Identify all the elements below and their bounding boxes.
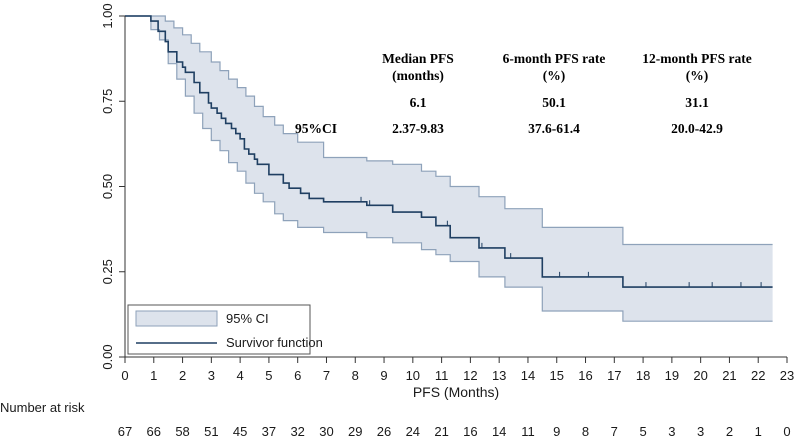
risk-value-5: 37 [262,424,276,438]
ci-band [125,16,773,322]
x-tick-label-3: 3 [208,368,215,383]
x-tick-label-7: 7 [323,368,330,383]
legend-band-swatch [135,310,218,327]
y-tick-label-3: 0.75 [100,89,115,114]
y-tick-label-2: 0.50 [100,174,115,199]
risk-value-8: 29 [348,424,362,438]
risk-value-9: 26 [377,424,391,438]
risk-table-label: Number at risk [0,400,85,415]
x-tick-label-22: 22 [751,368,765,383]
x-tick-label-0: 0 [121,368,128,383]
risk-value-3: 51 [204,424,218,438]
ci-row-label: 95%CI [295,121,337,136]
x-tick-label-2: 2 [179,368,186,383]
rate12-value: 31.1 [685,95,709,110]
x-tick-label-5: 5 [265,368,272,383]
x-tick-label-6: 6 [294,368,301,383]
rate6-ci: 37.6-61.4 [528,121,580,136]
risk-value-0: 67 [118,424,132,438]
rate12-ci: 20.0-42.9 [671,121,723,136]
risk-value-15: 9 [553,424,560,438]
risk-value-19: 3 [668,424,675,438]
x-tick-label-23: 23 [780,368,794,383]
risk-value-7: 30 [319,424,333,438]
censor-marks [360,196,762,288]
risk-value-21: 2 [726,424,733,438]
risk-value-1: 66 [147,424,161,438]
risk-value-4: 45 [233,424,247,438]
x-axis-ticks: 0 1 2 3 4 5 6 7 8 9 10 11 12 13 14 15 16 17 18 19 20 21 22 23 [121,357,794,383]
x-tick-label-10: 10 [406,368,420,383]
ci-lower-line [125,15,773,322]
legend: 95% CI Survivor function [127,304,323,355]
y-tick-label-4: 1.00 [100,3,115,28]
legend-label-ci: 95% CI [226,311,269,326]
x-tick-label-14: 14 [521,368,535,383]
rate6-value: 50.1 [542,95,566,110]
header-6month-line1: 6-month PFS rate [503,51,606,66]
risk-value-22: 1 [755,424,762,438]
x-tick-label-20: 20 [693,368,707,383]
x-tick-label-16: 16 [578,368,592,383]
y-axis-ticks: 0.00 0.25 0.50 0.75 1.00 [100,3,125,370]
x-tick-label-19: 19 [665,368,679,383]
x-tick-label-11: 11 [435,368,449,383]
risk-value-16: 8 [582,424,589,438]
x-tick-label-1: 1 [150,368,157,383]
median-value: 6.1 [410,95,427,110]
x-tick-label-21: 21 [722,368,736,383]
y-tick-label-0: 0.00 [100,344,115,369]
risk-value-12: 16 [463,424,477,438]
x-tick-label-9: 9 [380,368,387,383]
risk-value-10: 24 [406,424,420,438]
x-tick-label-8: 8 [352,368,359,383]
x-tick-label-13: 13 [492,368,506,383]
risk-value-23: 0 [783,424,790,438]
summary-table: Median PFS (months) 6-month PFS rate (%)… [295,51,752,136]
risk-value-17: 7 [611,424,618,438]
risk-value-11: 21 [434,424,448,438]
risk-value-20: 3 [697,424,704,438]
header-median-line2: (months) [392,68,444,83]
header-6month-line2: (%) [543,68,566,83]
header-median-line1: Median PFS [382,51,454,66]
risk-value-6: 32 [290,424,304,438]
risk-value-14: 11 [521,424,535,438]
risk-table-values: 67 66 58 51 45 37 32 30 29 26 24 21 16 14 11 9 8 7 5 3 3 2 1 0 [118,424,791,438]
x-tick-label-12: 12 [463,368,477,383]
ci-upper-line [125,15,773,246]
x-tick-label-15: 15 [550,368,564,383]
header-12month-line1: 12-month PFS rate [642,51,751,66]
x-axis-title: PFS (Months) [413,384,499,400]
x-tick-label-17: 17 [607,368,621,383]
legend-label-survivor: Survivor function [226,335,323,350]
risk-value-18: 5 [639,424,646,438]
x-tick-label-18: 18 [636,368,650,383]
risk-value-2: 58 [175,424,189,438]
header-12month-line2: (%) [686,68,709,83]
risk-value-13: 14 [492,424,506,438]
median-ci: 2.37-9.83 [392,121,444,136]
survivor-function-line [125,15,773,288]
y-tick-label-1: 0.25 [100,259,115,284]
x-tick-label-4: 4 [237,368,244,383]
